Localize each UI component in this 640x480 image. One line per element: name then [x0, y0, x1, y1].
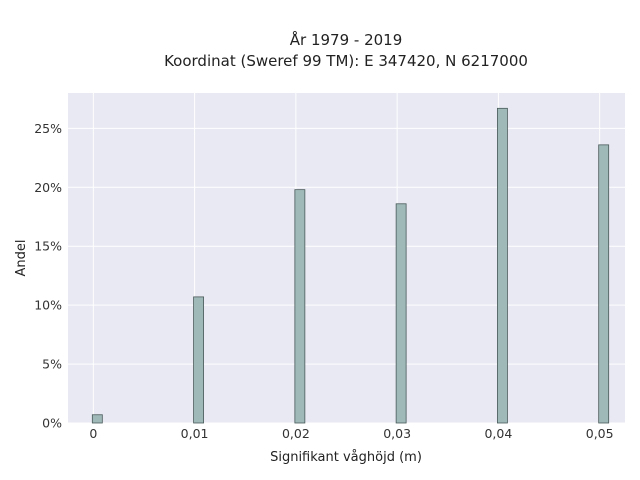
bars	[91, 107, 610, 424]
y-tick-label: 20%	[34, 180, 62, 195]
x-tick-label: 0,01	[181, 426, 209, 441]
bar	[193, 296, 204, 424]
bar	[91, 414, 103, 424]
y-tick-label: 10%	[34, 298, 62, 313]
x-axis-label: Signifikant våghöjd (m)	[270, 450, 422, 465]
y-axis-ticks: 0% 5% 10% 15% 20% 25%	[34, 121, 62, 431]
x-tick-label: 0,02	[282, 426, 310, 441]
x-tick-label: 0,03	[383, 426, 411, 441]
bar	[294, 189, 306, 424]
chart-title-line2: Koordinat (Sweref 99 TM): E 347420, N 62…	[164, 52, 528, 70]
y-tick-label: 5%	[42, 357, 62, 372]
bar	[497, 107, 508, 424]
x-tick-label: 0	[89, 426, 97, 441]
y-tick-label: 0%	[42, 416, 62, 431]
x-axis-ticks: 0 0,01 0,02 0,03 0,04 0,05	[89, 426, 613, 441]
bar	[395, 203, 407, 424]
plot-area	[68, 93, 625, 423]
y-tick-label: 15%	[34, 239, 62, 254]
bar	[598, 144, 610, 424]
y-axis-label: Andel	[14, 240, 29, 277]
x-tick-label: 0,05	[586, 426, 614, 441]
y-tick-label: 25%	[34, 121, 62, 136]
x-tick-label: 0,04	[484, 426, 512, 441]
chart-title-line1: År 1979 - 2019	[290, 30, 403, 49]
